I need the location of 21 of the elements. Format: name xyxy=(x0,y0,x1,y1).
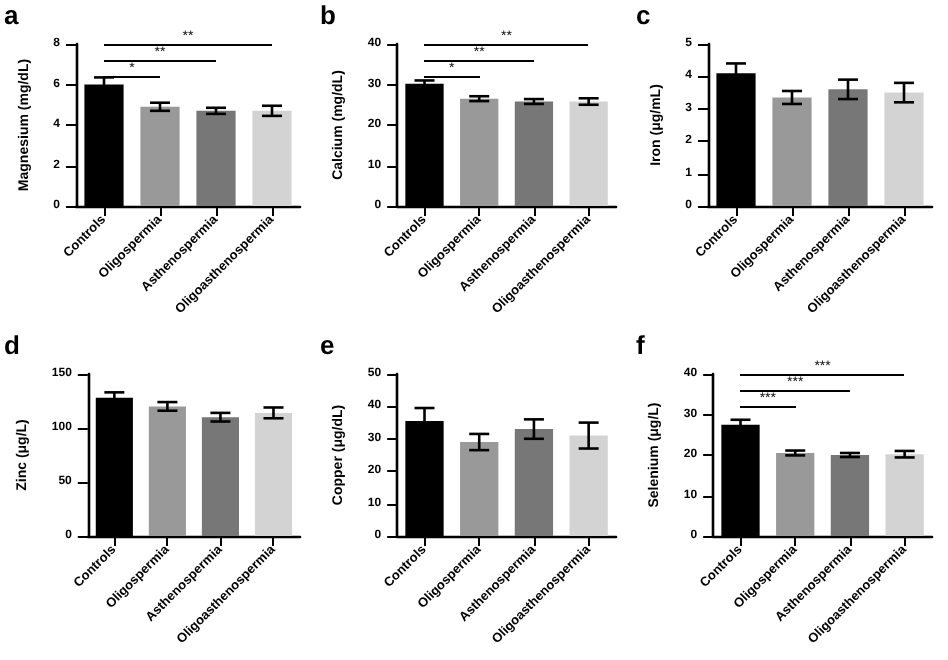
bar xyxy=(830,455,870,536)
bar xyxy=(514,101,554,206)
chart-title: f xyxy=(636,330,645,360)
chart-title: e xyxy=(320,330,335,360)
bar xyxy=(569,101,608,206)
bar xyxy=(772,97,812,206)
bar xyxy=(254,412,293,536)
bar xyxy=(148,406,186,536)
bar xyxy=(884,92,924,206)
chart-title: d xyxy=(4,330,20,360)
chart-title: b xyxy=(320,0,336,30)
chart-title: a xyxy=(4,0,19,30)
bar xyxy=(460,98,499,206)
bar xyxy=(252,110,292,206)
bar xyxy=(776,452,815,536)
chart-title: c xyxy=(636,0,651,30)
bar xyxy=(140,106,180,206)
bar xyxy=(885,454,924,536)
bar xyxy=(196,110,236,206)
bar xyxy=(201,417,239,536)
bar xyxy=(828,89,868,206)
